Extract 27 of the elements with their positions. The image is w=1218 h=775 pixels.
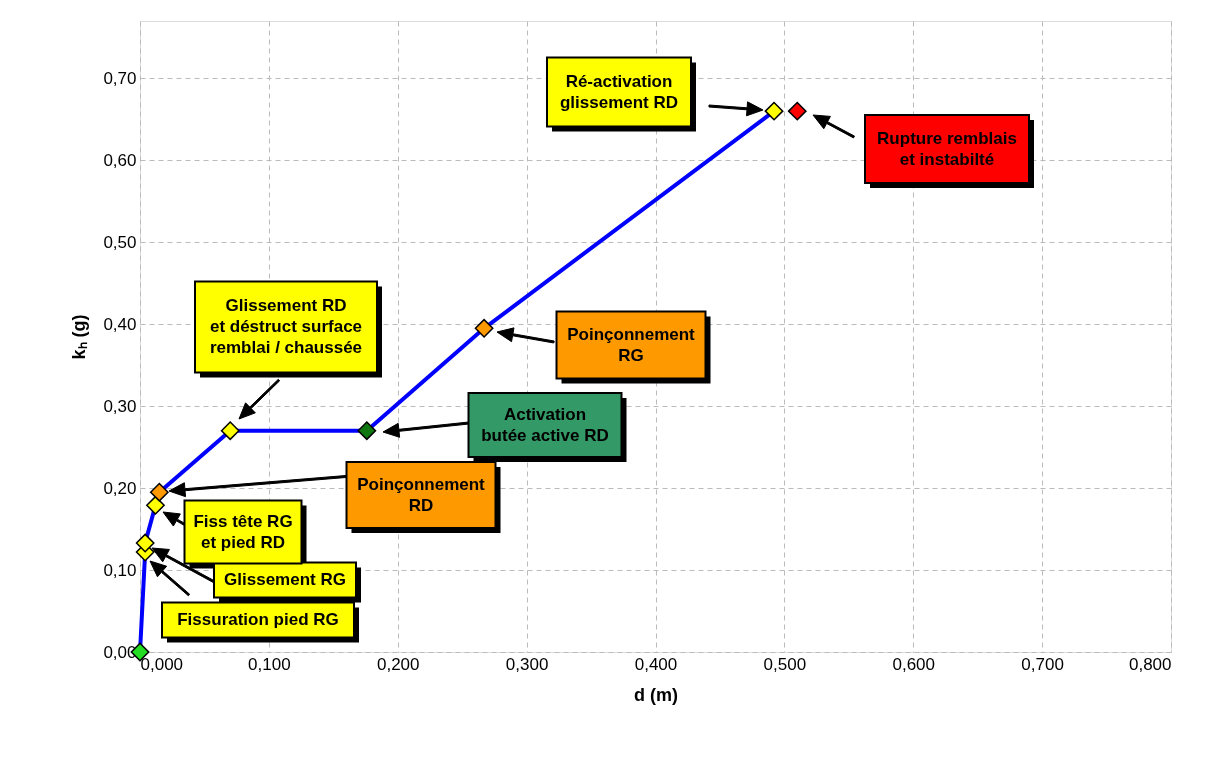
y-tick-label: 0,70: [103, 68, 137, 88]
annotation: Glissement RG: [224, 570, 346, 589]
x-tick-label: 0,600: [892, 654, 936, 674]
y-axis-title: kₕ (g): [69, 314, 90, 360]
annotation: Ré-activation glissement RD: [559, 71, 679, 112]
y-tick-label: 0,40: [103, 314, 137, 334]
x-axis-title: d (m): [634, 684, 678, 705]
annotation: Fissuration pied RG: [177, 610, 339, 629]
x-tick-label: 0,300: [505, 654, 549, 674]
y-tick-label: 0,60: [103, 150, 137, 170]
annotation: Activation butée active RD: [481, 404, 609, 445]
y-tick-label: 0,50: [103, 232, 137, 252]
annotation: Rupture remblais et instabilté: [877, 128, 1017, 169]
x-tick-label: 0,000: [140, 654, 184, 674]
annotation: Poinçonnement RG: [567, 324, 696, 365]
annotation: Fiss tête RG et pied RD: [193, 511, 293, 552]
annotation: Glissement RD et déstruct surface remblai / chaussée: [209, 296, 363, 357]
x-tick-label: 0,500: [763, 654, 807, 674]
x-tick-label: 0,100: [248, 654, 291, 674]
x-tick-label: 0,800: [1128, 654, 1172, 674]
y-tick-label: 0,30: [103, 396, 137, 416]
x-tick-label: 0,400: [634, 654, 678, 674]
y-tick-label: 0,10: [103, 560, 137, 580]
y-tick-label: 0,20: [103, 478, 137, 498]
x-tick-label: 0,700: [1021, 654, 1064, 674]
annotation: Poinçonnement RD: [357, 474, 486, 515]
x-tick-label: 0,200: [376, 654, 420, 674]
